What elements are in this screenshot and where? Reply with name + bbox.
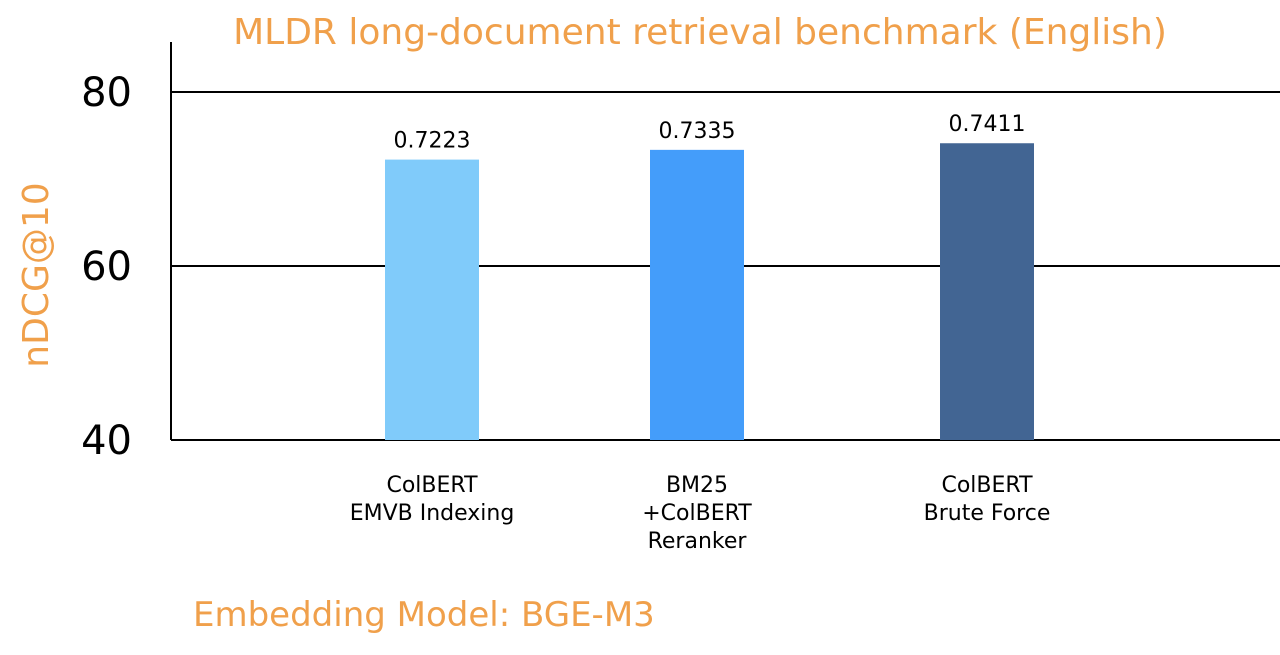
- category-label: ColBERT: [386, 473, 478, 498]
- category-label: BM25: [666, 473, 728, 498]
- bar: [940, 143, 1034, 441]
- value-label: 0.7411: [949, 112, 1026, 137]
- y-axis-label: nDCG@10: [16, 182, 57, 367]
- chart-title: MLDR long-document retrieval benchmark (…: [233, 12, 1167, 53]
- embedding-model-note: Embedding Model: BGE-M3: [193, 595, 655, 635]
- bar: [385, 159, 479, 440]
- y-tick-label: 60: [81, 244, 132, 290]
- value-labels: 0.7223 0.7335 0.7411: [394, 112, 1026, 153]
- value-label: 0.7223: [394, 129, 471, 154]
- category-label: EMVB Indexing: [350, 501, 515, 526]
- category-label: Brute Force: [924, 501, 1051, 526]
- bars: [385, 143, 1034, 441]
- y-tick-labels: 80 60 40: [81, 70, 132, 464]
- category-labels: ColBERT EMVB Indexing BM25 +ColBERT Reranker…: [350, 473, 1051, 554]
- category-label: ColBERT: [941, 473, 1033, 498]
- y-tick-label: 40: [81, 418, 132, 464]
- category-label: +ColBERT: [642, 501, 752, 526]
- value-label: 0.7335: [659, 119, 736, 144]
- category-label: Reranker: [648, 529, 748, 554]
- bar: [650, 149, 744, 441]
- y-tick-label: 80: [81, 70, 132, 116]
